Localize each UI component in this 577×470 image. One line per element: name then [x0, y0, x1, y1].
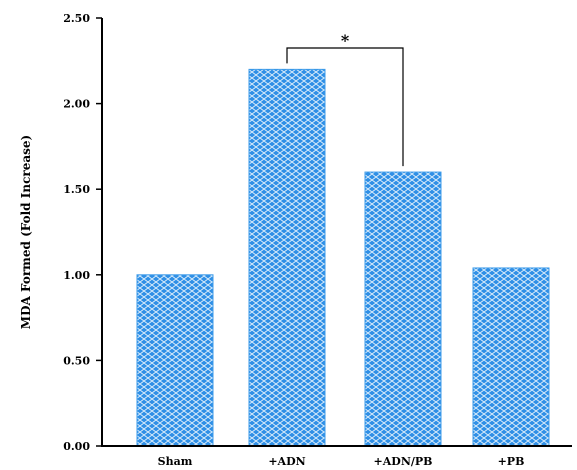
annotation-layer: * [286, 31, 404, 167]
y-tick-label: 2.50 [63, 12, 90, 25]
y-axis-title: MDA Formed (Fold Increase) [19, 135, 33, 329]
y-tick-label: 0.00 [63, 440, 90, 453]
bar-adnpb [364, 171, 442, 447]
x-category-label: Sham [158, 455, 193, 468]
y-tick-label: 1.00 [63, 269, 90, 282]
y-tick-label: 0.50 [63, 354, 90, 367]
bar-adn [248, 68, 326, 447]
bars-layer [136, 68, 550, 447]
bar-pb [472, 267, 550, 447]
x-labels-layer: Sham +ADN +ADN/PB +PB [158, 455, 525, 468]
x-category-label: +ADN [268, 455, 305, 468]
x-category-label: +ADN/PB [374, 455, 433, 468]
axes-layer [101, 18, 572, 447]
bar-sham [136, 274, 214, 447]
significance-marker: * [341, 31, 350, 50]
y-tick-label: 2.00 [63, 98, 90, 111]
y-ticks-layer: 0.00 0.50 1.00 1.50 2.00 2.50 [63, 12, 102, 453]
significance-bracket [286, 47, 404, 167]
x-category-label: +PB [498, 455, 525, 468]
y-tick-label: 1.50 [63, 183, 90, 196]
